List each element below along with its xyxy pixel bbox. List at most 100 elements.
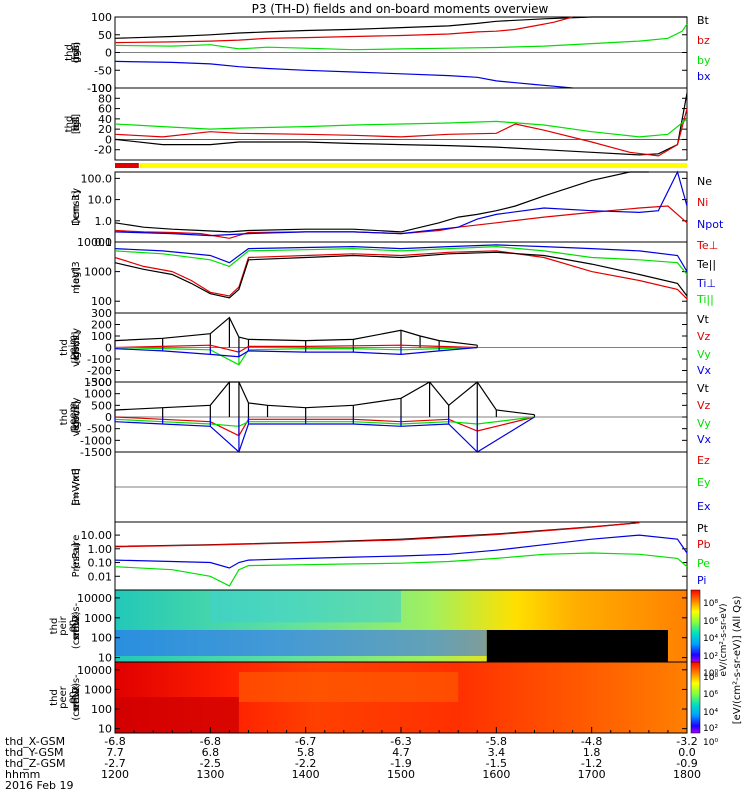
ytick-label: 0 [105,411,112,424]
ylabel-line: eflux [71,614,82,639]
ylabel-line: en [67,620,78,633]
legend-Vz: Vz [697,399,711,412]
ylabel-line: thd [49,618,60,635]
ytick-label: -20 [94,144,112,157]
xtick-label-z-gsm: -2.7 [104,757,125,770]
xtick-label-y-gsm: 7.7 [106,746,124,759]
colorbar-tick-label: 10⁸ [703,599,718,609]
ytick-label: 40 [98,113,112,126]
mode-bar [115,163,687,168]
ylabel-line: eV [71,619,82,632]
ytick-label: 300 [91,307,112,320]
ytick-label: 200 [91,319,112,332]
legend-Vx: Vx [697,364,712,377]
legend-Vx: Vx [697,433,712,446]
ytick-label: 0.01 [88,570,113,583]
ylabel-line: [nT] [71,114,82,134]
series-line-Vz [114,416,535,437]
colorbar-tick-label: 10⁴ [703,708,718,718]
legend-by: by [697,54,711,67]
legend-Pt: Pt [697,522,709,535]
series-line-Ne [114,171,649,233]
ylabel-line: [km/s] [71,331,82,363]
ylabel-line: thd [64,116,75,133]
legend-Ni: Ni [697,196,708,209]
colorbar-tick-label: 10⁴ [703,634,718,644]
xtick-label-x-gsm: -6.3 [390,735,411,748]
xtick-label-hhmm: 1300 [196,768,224,781]
ytick-label: 10 [98,723,112,736]
ytick-label: 10000 [77,236,112,249]
ytick-label: 10 [98,652,112,665]
series-line-Vt [114,316,478,346]
x-row-label: 2016 Feb 19 [5,779,73,792]
legend-bx: bx [697,70,711,83]
colorbar-tick-label: 10² [703,724,718,734]
ytick-label: 1.00 [88,543,113,556]
colorbar-tick-label: 10² [703,652,718,662]
ylabel-line: E=-VxB [71,468,82,505]
ytick-label: -1000 [80,434,112,447]
ytick-label: -100 [87,82,112,95]
legend-Ez: Ez [697,454,710,467]
ylabel-line: thd [59,339,70,356]
xtick-label-z-gsm: -0.9 [676,757,697,770]
ylabel-line: en [67,691,78,704]
ylabel-line: [nPa] [71,543,82,569]
legend-Te||: Te|| [696,258,716,271]
xtick-label-x-gsm: -3.2 [676,735,697,748]
ylabel-line: Pressure [71,535,82,578]
xtick-label-hhmm: 1500 [387,768,415,781]
ylabel-line: [cm-3] [71,190,82,223]
heatmap-band [210,590,401,623]
ytick-label: 1.0 [95,215,113,228]
xtick-label-z-gsm: -1.2 [581,757,602,770]
xtick-label-y-gsm: 0.0 [678,746,696,759]
ytick-label: 0 [105,133,112,146]
xtick-label-x-gsm: -5.8 [486,735,507,748]
xtick-label-x-gsm: -6.7 [295,735,316,748]
ylabel-line: thd [59,409,70,426]
ytick-label: -1500 [80,446,112,459]
legend-Ex: Ex [697,500,711,513]
ylabel-line: fgs [71,116,82,131]
xtick-label-y-gsm: 4.7 [392,746,410,759]
xtick-label-y-gsm: 5.8 [297,746,315,759]
ylabel-line: [eV] [71,267,82,288]
ytick-label: 500 [91,399,112,412]
xtick-label-x-gsm: -6.8 [200,735,221,748]
series-line-Vx [114,346,478,358]
ytick-label: 10000 [77,592,112,605]
legend-Vz: Vz [697,330,711,343]
ytick-label: 1000 [84,683,112,696]
xtick-label-x-gsm: -4.8 [581,735,602,748]
legend-Pi: Pi [697,574,706,587]
ylabel-line: [nT] [71,42,82,62]
ytick-label: 100 [91,632,112,645]
heatmap-band-low [115,630,487,656]
legend-Ti||: Ti|| [696,293,714,306]
ylabel-line: fgs [71,45,82,60]
ytick-label: 100 [91,330,112,343]
ylabel-line: dsl [71,117,82,131]
ytick-label: 1500 [84,376,112,389]
legend-Ti⊥: Ti⊥ [696,277,716,290]
ytick-label: 100 [91,82,112,95]
series-line-by [114,23,688,51]
legend-Ey: Ey [697,476,711,489]
mode-bar-yellow [139,163,687,168]
xtick-label-hhmm: 1800 [673,768,701,781]
legend-Te⊥: Te⊥ [696,239,718,252]
xtick-label-z-gsm: -2.2 [295,757,316,770]
ylabel-line: Density [71,188,82,226]
legend-Vt: Vt [697,313,710,326]
ytick-label: 0.10 [88,557,113,570]
heatmap-band-low [115,697,239,733]
colorbar-tick-label: 10⁶ [703,617,718,627]
panel-efield: E=-VxB[mV/m] Ez Ey Ex [71,451,711,523]
figure-title: P3 (TH-D) fields and on-board moments ov… [252,2,549,16]
legend-Vt: Vt [697,382,710,395]
ytick-label: -300 [87,376,112,389]
